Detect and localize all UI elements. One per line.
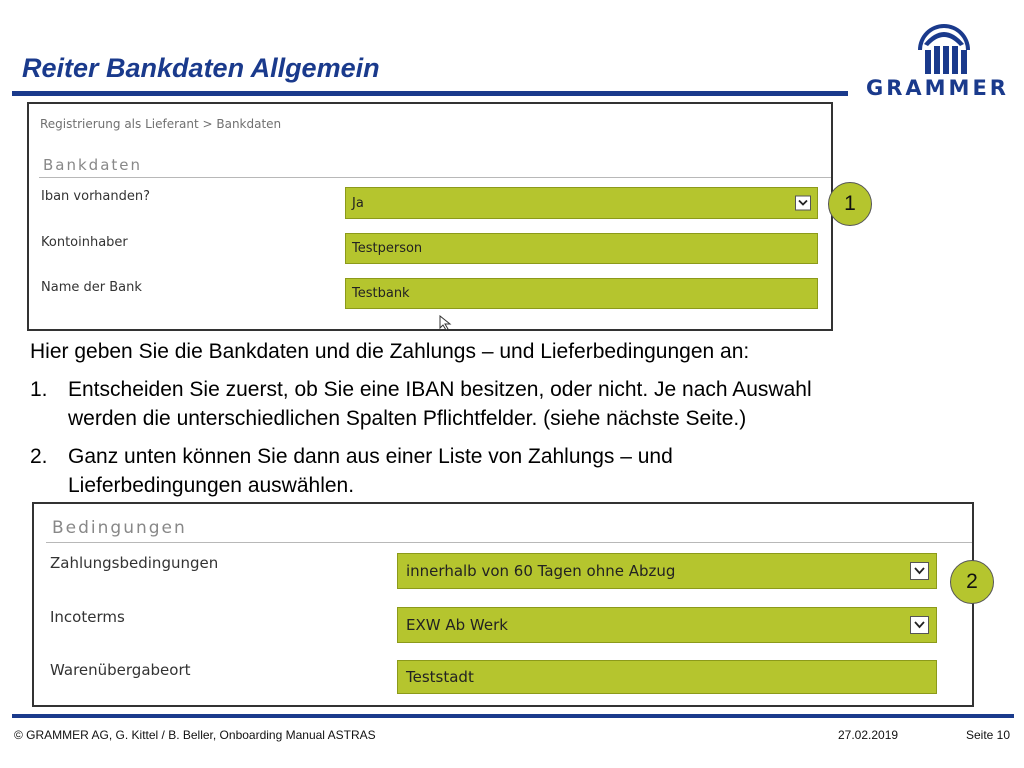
section-heading-bedingungen: Bedingungen <box>52 518 187 538</box>
incoterms-label: Incoterms <box>50 608 125 626</box>
step-number: 1. <box>30 378 48 401</box>
step-line: werden die unterschiedlichen Spalten Pfl… <box>68 407 747 430</box>
incoterms-value: EXW Ab Werk <box>406 616 508 634</box>
section-heading-bankdaten: Bankdaten <box>43 156 143 174</box>
footer-copyright: © GRAMMER AG, G. Kittel / B. Beller, Onb… <box>14 728 376 742</box>
bankname-input[interactable]: Testbank <box>345 278 818 309</box>
section-divider <box>46 542 972 543</box>
warenuebergabeort-value: Teststadt <box>406 668 474 686</box>
zahlungsbedingungen-select[interactable]: innerhalb von 60 Tagen ohne Abzug <box>397 553 937 589</box>
warenuebergabeort-label: Warenübergabeort <box>50 661 191 679</box>
iban-label: Iban vorhanden? <box>41 189 151 204</box>
zahlungsbedingungen-value: innerhalb von 60 Tagen ohne Abzug <box>406 562 676 580</box>
page-title: Reiter Bankdaten Allgemein <box>22 53 380 83</box>
footer-date: 27.02.2019 <box>838 728 899 742</box>
bankname-label: Name der Bank <box>41 280 142 295</box>
kontoinhaber-label: Kontoinhaber <box>41 235 128 250</box>
footer-bar <box>12 714 1014 718</box>
intro-text: Hier geben Sie die Bankdaten und die Zah… <box>30 340 750 363</box>
footer-page: Seite 10 <box>966 728 1011 742</box>
step-line: Ganz unten können Sie dann aus einer Lis… <box>68 445 673 468</box>
section-divider <box>39 177 831 178</box>
mouse-cursor-icon <box>439 315 452 331</box>
chevron-down-icon[interactable] <box>910 562 929 580</box>
step-badge-1: 1 <box>828 182 872 226</box>
iban-value: Ja <box>352 195 364 211</box>
step-text: Ganz unten können Sie dann aus einer Lis… <box>68 442 988 500</box>
kontoinhaber-input[interactable]: Testperson <box>345 233 818 264</box>
bedingungen-screenshot: Bedingungen Zahlungsbedingungen innerhal… <box>32 502 974 707</box>
logo-wordmark: GRAMMER <box>866 76 1009 100</box>
step-badge-2: 2 <box>950 560 994 604</box>
zahlungsbedingungen-label: Zahlungsbedingungen <box>50 554 219 572</box>
step-number: 2. <box>30 445 48 468</box>
iban-select[interactable]: Ja <box>345 187 818 219</box>
grammer-logo-icon <box>918 24 970 74</box>
bankname-value: Testbank <box>352 286 410 301</box>
step-line: Entscheiden Sie zuerst, ob Sie eine IBAN… <box>68 378 812 401</box>
chevron-down-icon[interactable] <box>910 616 929 634</box>
kontoinhaber-value: Testperson <box>352 241 423 256</box>
step-text: Entscheiden Sie zuerst, ob Sie eine IBAN… <box>68 375 988 433</box>
title-underline <box>12 91 848 96</box>
chevron-down-icon[interactable] <box>795 195 811 211</box>
step-line: Lieferbedingungen auswählen. <box>68 474 355 497</box>
warenuebergabeort-input[interactable]: Teststadt <box>397 660 937 694</box>
incoterms-select[interactable]: EXW Ab Werk <box>397 607 937 643</box>
bankdaten-screenshot: Registrierung als Lieferant > Bankdaten … <box>27 102 833 331</box>
breadcrumb[interactable]: Registrierung als Lieferant > Bankdaten <box>40 117 282 131</box>
